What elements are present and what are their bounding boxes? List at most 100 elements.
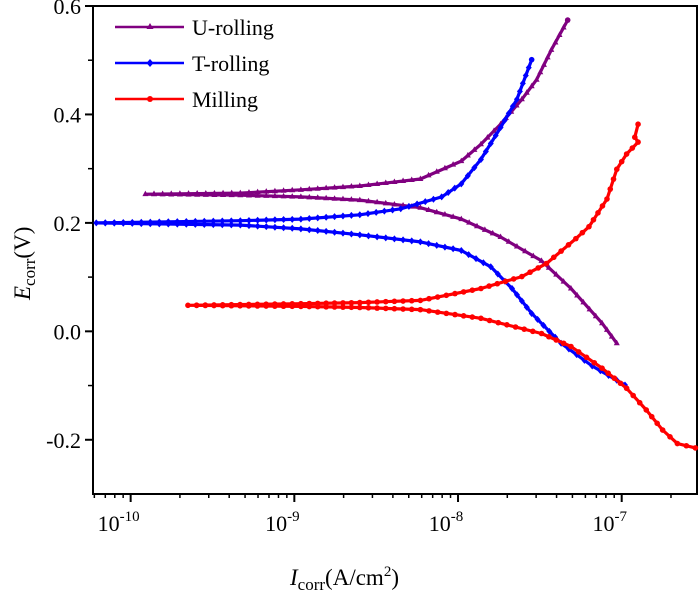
data-point	[331, 195, 338, 201]
data-point	[434, 294, 441, 300]
legend-swatch-marker	[147, 96, 153, 102]
data-point	[382, 179, 389, 185]
data-point	[298, 300, 304, 307]
data-point	[481, 226, 488, 232]
data-point	[340, 300, 346, 306]
data-point	[434, 309, 441, 315]
data-point	[522, 247, 529, 254]
plot-frame	[92, 5, 698, 495]
data-point	[374, 305, 380, 311]
data-point	[631, 134, 638, 141]
data-point	[331, 228, 338, 236]
data-point	[607, 186, 614, 192]
x-tick-label-base: 10	[429, 511, 451, 536]
data-point	[365, 232, 372, 240]
data-point	[194, 190, 201, 196]
data-point	[374, 233, 381, 241]
data-point	[272, 301, 278, 307]
data-point	[445, 189, 452, 197]
series-layer	[93, 17, 699, 451]
data-point	[560, 278, 567, 284]
data-point	[373, 208, 380, 216]
data-point	[486, 283, 492, 289]
data-point	[228, 189, 235, 196]
data-point	[443, 292, 450, 299]
data-point	[565, 242, 572, 248]
data-point	[535, 265, 542, 271]
data-point	[306, 214, 313, 222]
x-tick-label-base: 10	[98, 511, 120, 536]
data-point	[339, 229, 346, 237]
data-point	[348, 183, 355, 189]
data-point	[482, 147, 489, 155]
data-point	[391, 305, 398, 312]
data-point	[505, 238, 512, 244]
data-point	[617, 380, 624, 387]
data-point	[533, 76, 540, 82]
data-point	[473, 255, 480, 263]
data-point	[538, 257, 545, 263]
data-point	[374, 180, 381, 187]
data-point	[546, 327, 553, 335]
data-point	[525, 64, 532, 72]
data-point	[202, 189, 209, 196]
data-point	[306, 226, 313, 234]
data-point	[331, 300, 338, 306]
data-point	[504, 322, 510, 328]
data-point	[400, 177, 407, 183]
series-t-rolling	[93, 56, 628, 389]
data-point	[374, 198, 381, 205]
data-point	[534, 315, 541, 323]
data-point	[356, 211, 363, 219]
data-point	[635, 139, 641, 145]
data-point	[220, 189, 227, 196]
data-point	[289, 186, 296, 193]
data-point	[579, 229, 586, 236]
data-point	[516, 87, 523, 95]
data-point	[237, 189, 244, 196]
data-point	[289, 301, 295, 307]
data-point	[340, 304, 346, 310]
data-point	[608, 333, 615, 339]
data-point	[280, 216, 287, 224]
data-point	[505, 109, 512, 117]
data-point	[575, 349, 582, 355]
data-point	[433, 241, 440, 249]
data-point	[339, 183, 346, 190]
data-point	[636, 399, 643, 406]
data-point	[586, 223, 592, 230]
data-point	[297, 193, 304, 199]
x-axis-tick-labels: 10-10 10-9 10-8 10-7	[98, 509, 628, 536]
data-point	[185, 190, 192, 196]
data-point	[168, 190, 175, 196]
data-point	[159, 190, 166, 196]
data-point	[323, 194, 330, 201]
data-point	[513, 95, 520, 103]
data-point	[464, 151, 471, 158]
y-axis-title-rest: (V)	[10, 227, 35, 259]
data-point	[564, 17, 571, 23]
data-point	[219, 221, 226, 229]
data-point	[474, 222, 481, 229]
data-point	[530, 252, 537, 259]
data-point	[165, 218, 172, 226]
data-point	[245, 301, 252, 308]
data-point	[573, 235, 579, 242]
legend-label: Milling	[192, 87, 258, 112]
data-point	[477, 140, 484, 147]
data-point	[331, 184, 338, 190]
data-point	[381, 207, 388, 215]
data-point	[237, 217, 244, 225]
data-point	[331, 304, 338, 310]
data-point	[219, 217, 226, 225]
data-point	[237, 221, 244, 229]
data-point	[228, 221, 235, 229]
data-point	[228, 217, 235, 225]
data-point	[674, 440, 681, 447]
data-point	[425, 206, 432, 212]
data-point	[202, 302, 209, 308]
data-point	[623, 151, 630, 157]
data-point	[513, 243, 520, 249]
data-point	[618, 158, 625, 165]
data-point	[560, 340, 567, 347]
